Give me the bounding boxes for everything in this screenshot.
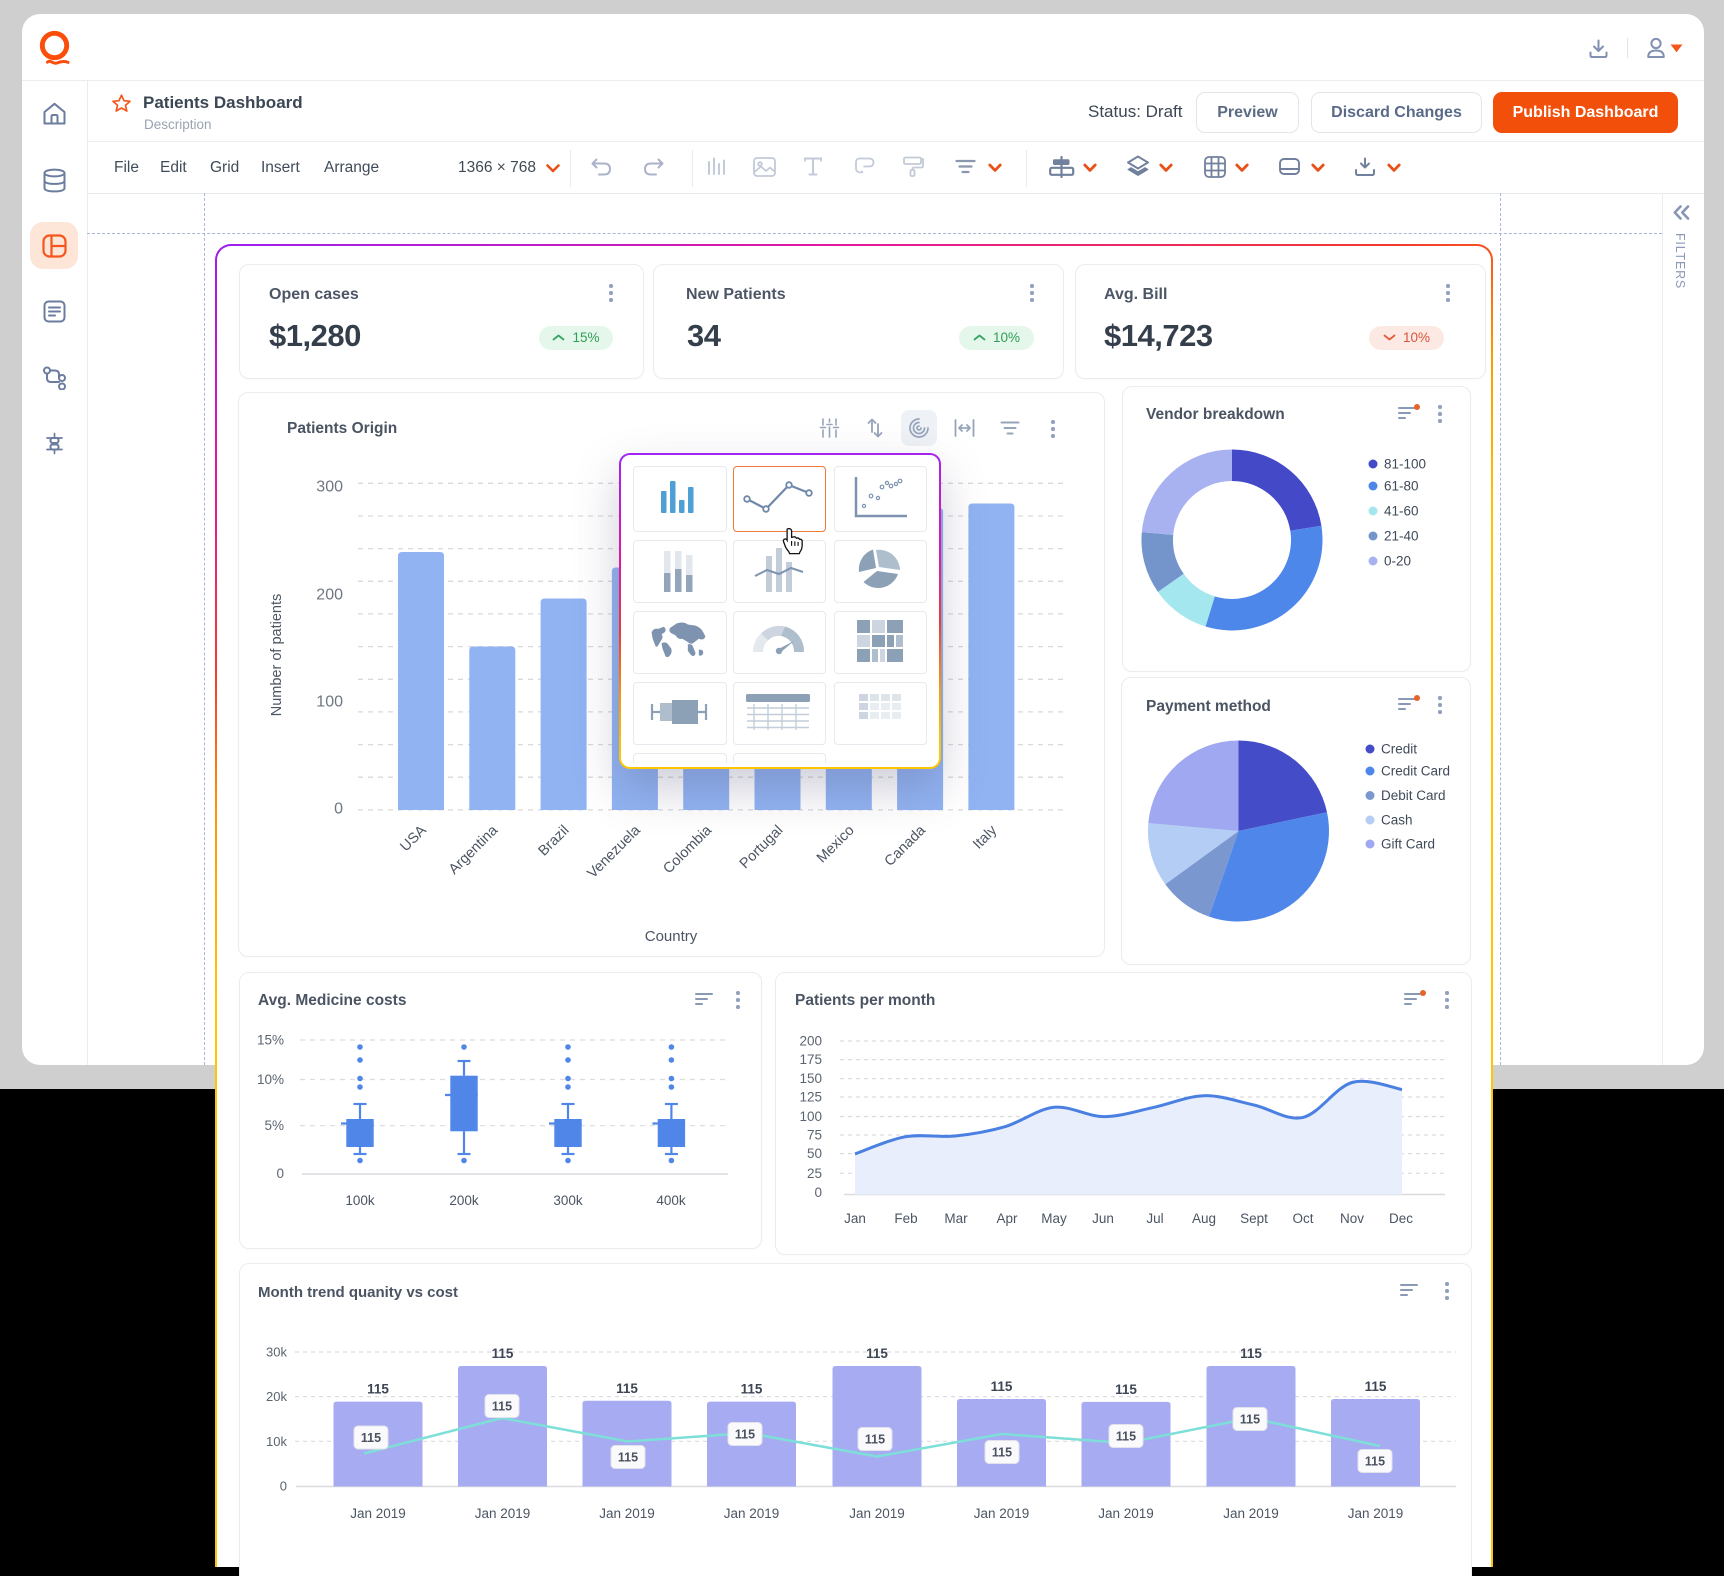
svg-text:Jan 2019: Jan 2019 [475,1506,531,1521]
svg-text:100: 100 [316,694,343,711]
svg-text:20k: 20k [266,1389,287,1404]
svg-text:175: 175 [799,1052,822,1067]
svg-text:115: 115 [367,1382,389,1397]
svg-text:Jan 2019: Jan 2019 [724,1506,780,1521]
svg-text:115: 115 [616,1381,638,1396]
svg-text:75: 75 [807,1128,822,1143]
svg-text:Jan: Jan [844,1211,866,1226]
svg-text:115: 115 [1365,1379,1387,1394]
svg-text:Portugal: Portugal [737,823,787,873]
svg-text:Canada: Canada [882,822,930,870]
svg-text:115: 115 [865,1433,885,1447]
svg-text:200k: 200k [449,1193,479,1208]
svg-text:115: 115 [361,1431,381,1445]
svg-text:Jan 2019: Jan 2019 [974,1506,1030,1521]
svg-text:115: 115 [866,1346,888,1361]
svg-text:115: 115 [1116,1430,1136,1444]
svg-text:21-40: 21-40 [1384,529,1419,544]
svg-text:5%: 5% [264,1118,284,1133]
svg-text:Credit: Credit [1381,742,1417,757]
svg-text:Debit Card: Debit Card [1381,788,1446,803]
svg-text:Feb: Feb [894,1211,917,1226]
svg-text:115: 115 [1240,1413,1260,1427]
svg-text:Jul: Jul [1146,1211,1163,1226]
svg-text:61-80: 61-80 [1384,479,1419,494]
svg-text:Credit Card: Credit Card [1381,764,1450,779]
svg-text:115: 115 [741,1382,763,1397]
svg-text:Dec: Dec [1389,1211,1413,1226]
svg-text:10k: 10k [266,1434,287,1449]
svg-text:150: 150 [799,1071,822,1086]
svg-text:81-100: 81-100 [1384,457,1426,472]
svg-text:Mar: Mar [944,1211,968,1226]
svg-text:100k: 100k [345,1193,375,1208]
svg-text:Country: Country [645,928,698,945]
svg-text:Venezuela: Venezuela [585,822,645,882]
svg-text:100: 100 [799,1109,822,1124]
svg-text:Number of patients: Number of patients [269,594,285,717]
svg-text:115: 115 [1365,1455,1385,1469]
svg-text:115: 115 [618,1451,638,1465]
svg-text:15%: 15% [257,1033,284,1048]
svg-text:Mexico: Mexico [814,823,858,867]
svg-text:Jan 2019: Jan 2019 [350,1506,406,1521]
svg-text:115: 115 [1240,1346,1262,1361]
svg-text:125: 125 [799,1090,822,1105]
svg-text:Jan 2019: Jan 2019 [849,1506,905,1521]
svg-text:0: 0 [280,1479,287,1494]
svg-text:Italy: Italy [970,822,1001,853]
svg-text:50: 50 [807,1146,822,1161]
svg-text:10%: 10% [257,1072,284,1087]
svg-text:Sept: Sept [1240,1211,1268,1226]
svg-text:Apr: Apr [996,1211,1018,1226]
svg-text:115: 115 [1115,1382,1137,1397]
svg-text:30k: 30k [266,1345,287,1360]
svg-text:Brazil: Brazil [535,823,572,860]
svg-text:0: 0 [276,1166,284,1181]
svg-text:115: 115 [492,1400,512,1414]
svg-text:0-20: 0-20 [1384,554,1411,569]
svg-text:41-60: 41-60 [1384,504,1419,519]
svg-text:Oct: Oct [1292,1211,1313,1226]
svg-text:Nov: Nov [1340,1211,1364,1226]
svg-text:300: 300 [316,479,343,496]
svg-text:Jan 2019: Jan 2019 [599,1506,655,1521]
svg-text:300k: 300k [553,1193,583,1208]
svg-text:200: 200 [316,587,343,604]
svg-text:May: May [1041,1211,1067,1226]
svg-text:0: 0 [334,801,343,818]
svg-text:USA: USA [397,822,430,855]
svg-text:200: 200 [799,1034,822,1049]
svg-text:Jan 2019: Jan 2019 [1223,1506,1279,1521]
svg-text:Jan 2019: Jan 2019 [1098,1506,1154,1521]
svg-text:Gift Card: Gift Card [1381,837,1435,852]
svg-text:Cash: Cash [1381,813,1413,828]
svg-text:Argentina: Argentina [446,822,502,878]
svg-text:Colombia: Colombia [660,822,715,877]
svg-text:115: 115 [492,1346,514,1361]
svg-text:115: 115 [992,1446,1012,1460]
svg-text:115: 115 [991,1379,1013,1394]
svg-text:25: 25 [807,1166,822,1181]
svg-text:Jun: Jun [1092,1211,1114,1226]
svg-text:Jan 2019: Jan 2019 [1348,1506,1404,1521]
svg-text:115: 115 [735,1428,755,1442]
svg-text:Aug: Aug [1192,1211,1216,1226]
svg-text:400k: 400k [656,1193,686,1208]
svg-text:0: 0 [814,1185,822,1200]
